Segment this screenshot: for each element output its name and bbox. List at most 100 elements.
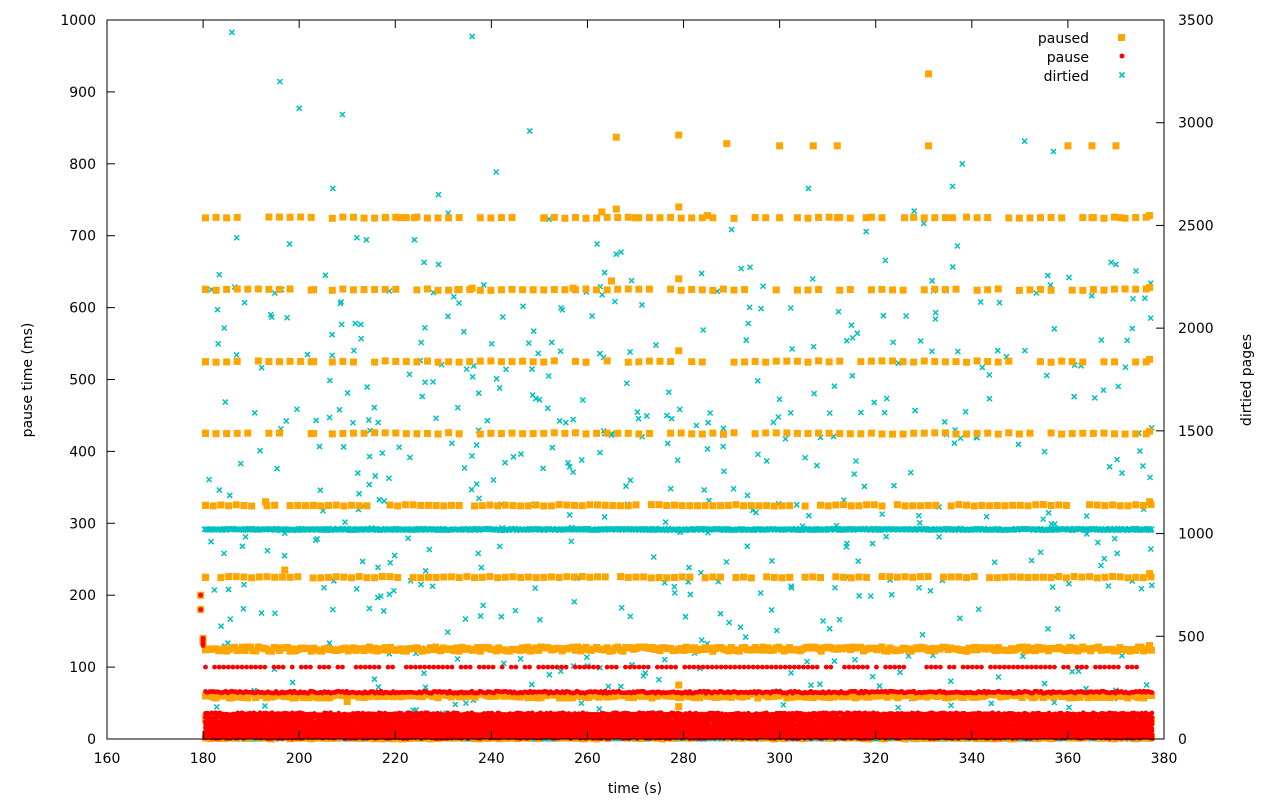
dirtied-point	[820, 617, 827, 625]
paused-point	[1146, 212, 1154, 220]
paused-point	[471, 502, 479, 510]
dirtied-point	[421, 324, 428, 331]
dirtied-point	[671, 583, 678, 590]
dirtied-point	[296, 105, 303, 112]
paused-point	[704, 212, 712, 220]
dirtied-point	[809, 275, 816, 282]
paused-point	[667, 358, 675, 366]
paused-point	[645, 214, 653, 222]
paused-point	[494, 574, 502, 582]
paused-point	[402, 430, 410, 438]
paused-point	[307, 213, 315, 221]
paused-point	[724, 501, 732, 509]
dirtied-point	[568, 538, 575, 545]
paused-point	[755, 502, 763, 510]
dirtied-point	[994, 347, 1001, 354]
paused-point	[635, 430, 643, 438]
paused-point	[645, 285, 653, 293]
paused-point	[550, 429, 558, 437]
paused-point	[675, 347, 683, 355]
dirtied-point	[338, 321, 345, 328]
dirtied-point	[222, 399, 229, 406]
paused-point	[455, 501, 463, 509]
paused-point	[1001, 502, 1009, 510]
paused-point	[332, 501, 340, 509]
dirtied-point	[358, 335, 365, 342]
paused-point	[445, 358, 453, 366]
paused-point	[571, 213, 579, 221]
paused-point	[466, 358, 474, 366]
paused-point	[233, 357, 241, 365]
paused-point	[949, 214, 957, 222]
dirtied-point	[744, 543, 751, 550]
dirtied-point	[1043, 372, 1050, 379]
dirtied-point	[304, 351, 311, 358]
paused-point	[1058, 214, 1066, 222]
dirtied-point	[528, 366, 536, 373]
paused-point	[1026, 286, 1034, 294]
paused-point	[709, 429, 717, 437]
dirtied-point	[1124, 337, 1131, 344]
dirtied-point	[480, 281, 487, 288]
paused-point	[1100, 358, 1108, 366]
paused-point	[1047, 574, 1055, 582]
dirtied-point	[286, 240, 293, 247]
dirtied-point	[895, 704, 902, 711]
paused-point	[741, 286, 749, 294]
dirtied-point	[627, 348, 634, 355]
dirtied-point	[241, 581, 248, 588]
paused-point	[847, 574, 855, 582]
paused-point	[271, 573, 279, 581]
paused-point	[963, 501, 971, 509]
paused-point	[1086, 501, 1094, 509]
paused-point	[719, 285, 727, 293]
paused-point	[994, 285, 1002, 293]
dirtied-point	[365, 417, 372, 424]
dirtied-point	[760, 283, 767, 290]
paused-point	[555, 501, 563, 509]
paused-point	[614, 429, 622, 437]
paused-point	[667, 429, 675, 437]
paused-point	[248, 574, 256, 582]
paused-point	[778, 574, 786, 582]
dirtied-point	[546, 671, 553, 678]
dirtied-point	[544, 405, 551, 412]
dirtied-point	[380, 607, 387, 614]
paused-point	[778, 502, 786, 510]
dirtied-point	[686, 564, 693, 571]
paused-point	[1100, 429, 1108, 437]
paused-point	[973, 286, 981, 294]
paused-point	[763, 502, 771, 510]
paused-point	[447, 573, 455, 581]
paused-point	[833, 214, 841, 222]
dirtied-point	[754, 377, 761, 384]
paused-point	[920, 429, 928, 437]
paused-point	[1047, 429, 1055, 437]
paused-point	[609, 502, 617, 510]
dirtied-point	[349, 419, 357, 426]
paused-point	[240, 573, 248, 581]
dirtied-point	[321, 584, 328, 591]
dirtied-point	[1106, 463, 1113, 470]
dirtied-point	[763, 457, 770, 464]
paused-point	[310, 286, 318, 294]
dirtied-point	[605, 683, 612, 690]
paused-point	[667, 213, 675, 221]
dirtied-point	[493, 375, 500, 382]
dirtied-point	[596, 449, 603, 456]
paused-point	[901, 214, 909, 222]
paused-point	[463, 573, 471, 581]
paused-point	[663, 574, 671, 582]
dirtied-point	[261, 702, 268, 709]
paused-point	[201, 286, 209, 294]
dirtied-point	[512, 607, 519, 614]
paused-point	[275, 213, 283, 221]
dirtied-point	[618, 604, 625, 611]
dirtied-point	[1129, 325, 1136, 332]
dirtied-point	[1118, 470, 1126, 477]
paused-point	[339, 430, 347, 438]
paused-point	[286, 285, 294, 293]
paused-point	[836, 430, 844, 438]
paused-point	[286, 357, 294, 365]
dirtied-point	[831, 658, 838, 665]
